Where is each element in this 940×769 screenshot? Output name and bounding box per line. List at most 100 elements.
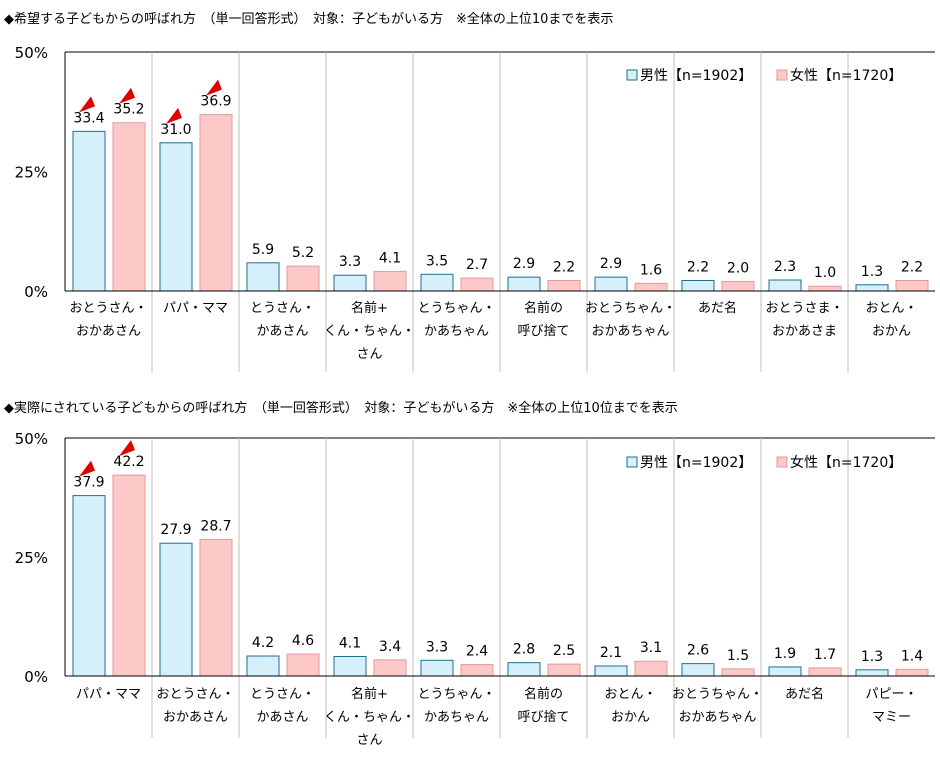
data-label-male: 2.3 xyxy=(774,259,796,275)
data-label-female: 35.2 xyxy=(113,102,144,118)
category-label: 呼び捨て xyxy=(517,709,569,725)
bar-female xyxy=(547,279,581,292)
data-label-female: 1.7 xyxy=(814,647,836,663)
bar-female xyxy=(373,270,407,292)
category-label: 名前の xyxy=(524,686,563,702)
bar-female xyxy=(808,667,842,677)
bar-female xyxy=(286,265,320,292)
legend-label-female: 女性【n=1720】 xyxy=(790,67,902,84)
highlight-marker-icon xyxy=(206,79,222,96)
data-label-male: 2.2 xyxy=(687,259,709,275)
category-label: マミー xyxy=(872,710,911,725)
bar-female xyxy=(460,664,494,677)
category-label: 名前+ xyxy=(351,686,388,702)
data-label-female: 2.2 xyxy=(901,259,923,275)
bar-male xyxy=(681,663,715,677)
data-label-female: 3.4 xyxy=(379,639,401,655)
data-label-male: 1.3 xyxy=(861,649,883,665)
category-label: あだ名 xyxy=(698,300,737,316)
data-label-female: 1.5 xyxy=(727,648,749,664)
highlight-marker-icon xyxy=(119,87,135,104)
bar-male xyxy=(159,142,193,292)
data-label-female: 28.7 xyxy=(200,518,231,534)
data-label-male: 2.9 xyxy=(513,256,535,272)
y-tick-label: 0% xyxy=(24,668,48,686)
data-label-female: 1.4 xyxy=(901,648,923,664)
data-label-male: 3.3 xyxy=(339,254,361,270)
bar-male xyxy=(855,284,889,292)
data-label-male: 3.3 xyxy=(426,639,448,655)
bar-male xyxy=(246,262,280,292)
highlight-marker-icon xyxy=(166,107,182,124)
category-label: パパ・ママ xyxy=(163,301,228,316)
data-label-male: 5.9 xyxy=(252,242,274,258)
category-label: おとうさん・ xyxy=(156,687,234,702)
data-label-female: 3.1 xyxy=(640,640,662,656)
data-label-male: 2.8 xyxy=(513,642,535,658)
data-label-male: 4.1 xyxy=(339,635,361,651)
bar-female xyxy=(199,538,233,677)
category-label: かあさん xyxy=(256,324,308,339)
data-label-female: 2.4 xyxy=(466,644,488,660)
bar-female xyxy=(286,653,320,677)
bar-male xyxy=(333,274,367,292)
legend-swatch-male xyxy=(626,69,638,81)
category-label: 名前の xyxy=(524,300,563,316)
y-tick-label: 50% xyxy=(15,44,48,62)
bar-female xyxy=(721,280,755,292)
bar-male xyxy=(507,276,541,292)
category-label: パピー・ xyxy=(865,687,917,702)
category-label: くん・ちゃん・ xyxy=(324,710,415,725)
bar-male xyxy=(855,669,889,677)
bar-male xyxy=(72,130,106,292)
data-label-female: 1.6 xyxy=(640,262,662,278)
category-label: おかあさん xyxy=(163,710,228,725)
data-label-female: 4.1 xyxy=(379,250,401,266)
y-tick-label: 50% xyxy=(15,430,48,448)
data-label-male: 3.5 xyxy=(426,253,448,269)
legend-swatch-female xyxy=(776,69,788,81)
bar-male xyxy=(594,665,628,677)
legend-label-male: 男性【n=1902】 xyxy=(640,455,752,471)
data-label-female: 36.9 xyxy=(200,94,231,110)
bar-male xyxy=(507,662,541,677)
bar-male xyxy=(246,655,280,677)
category-label: かあちゃん xyxy=(424,710,489,725)
category-label: おかん xyxy=(872,324,911,339)
bar-female xyxy=(112,122,146,292)
data-label-female: 1.0 xyxy=(814,265,836,281)
bar-male xyxy=(768,666,802,677)
category-label: あだ名 xyxy=(785,686,824,702)
data-label-female: 2.0 xyxy=(727,260,749,276)
bar-male xyxy=(333,655,367,677)
category-label: とうさん・ xyxy=(250,687,315,702)
category-label: おかん xyxy=(611,710,650,725)
category-label: おかあちゃん xyxy=(678,710,756,725)
bar-male xyxy=(159,542,193,677)
data-label-male: 1.3 xyxy=(861,264,883,280)
category-label: とうちゃん・ xyxy=(417,687,495,702)
category-label: おかあちゃん xyxy=(591,324,669,339)
bar-female xyxy=(721,668,755,677)
category-label: 名前+ xyxy=(351,300,388,316)
category-label: おかあさん xyxy=(76,324,141,339)
chart-title-2: ◆実際にされている子どもからの呼ばれ方 （単一回答形式） 対象：子どもがいる方 … xyxy=(4,401,678,416)
y-tick-label: 25% xyxy=(15,549,48,567)
data-label-female: 2.5 xyxy=(553,643,575,659)
category-label: とうちゃん・ xyxy=(417,301,495,316)
category-label: とうさん・ xyxy=(250,301,315,316)
bar-male xyxy=(420,273,454,292)
legend-label-female: 女性【n=1720】 xyxy=(790,454,902,471)
category-label: かあちゃん xyxy=(424,324,489,339)
category-label: おかあさま xyxy=(772,324,837,339)
highlight-marker-icon xyxy=(79,460,95,477)
category-label: 呼び捨て xyxy=(517,323,569,339)
category-label: おとうちゃん・ xyxy=(585,301,676,316)
category-label: さん xyxy=(356,347,382,362)
bar-male xyxy=(681,279,715,292)
category-label: おとうちゃん・ xyxy=(672,687,763,702)
data-label-male: 33.4 xyxy=(73,110,104,126)
highlight-marker-icon xyxy=(79,96,95,113)
data-label-male: 2.6 xyxy=(687,643,709,659)
